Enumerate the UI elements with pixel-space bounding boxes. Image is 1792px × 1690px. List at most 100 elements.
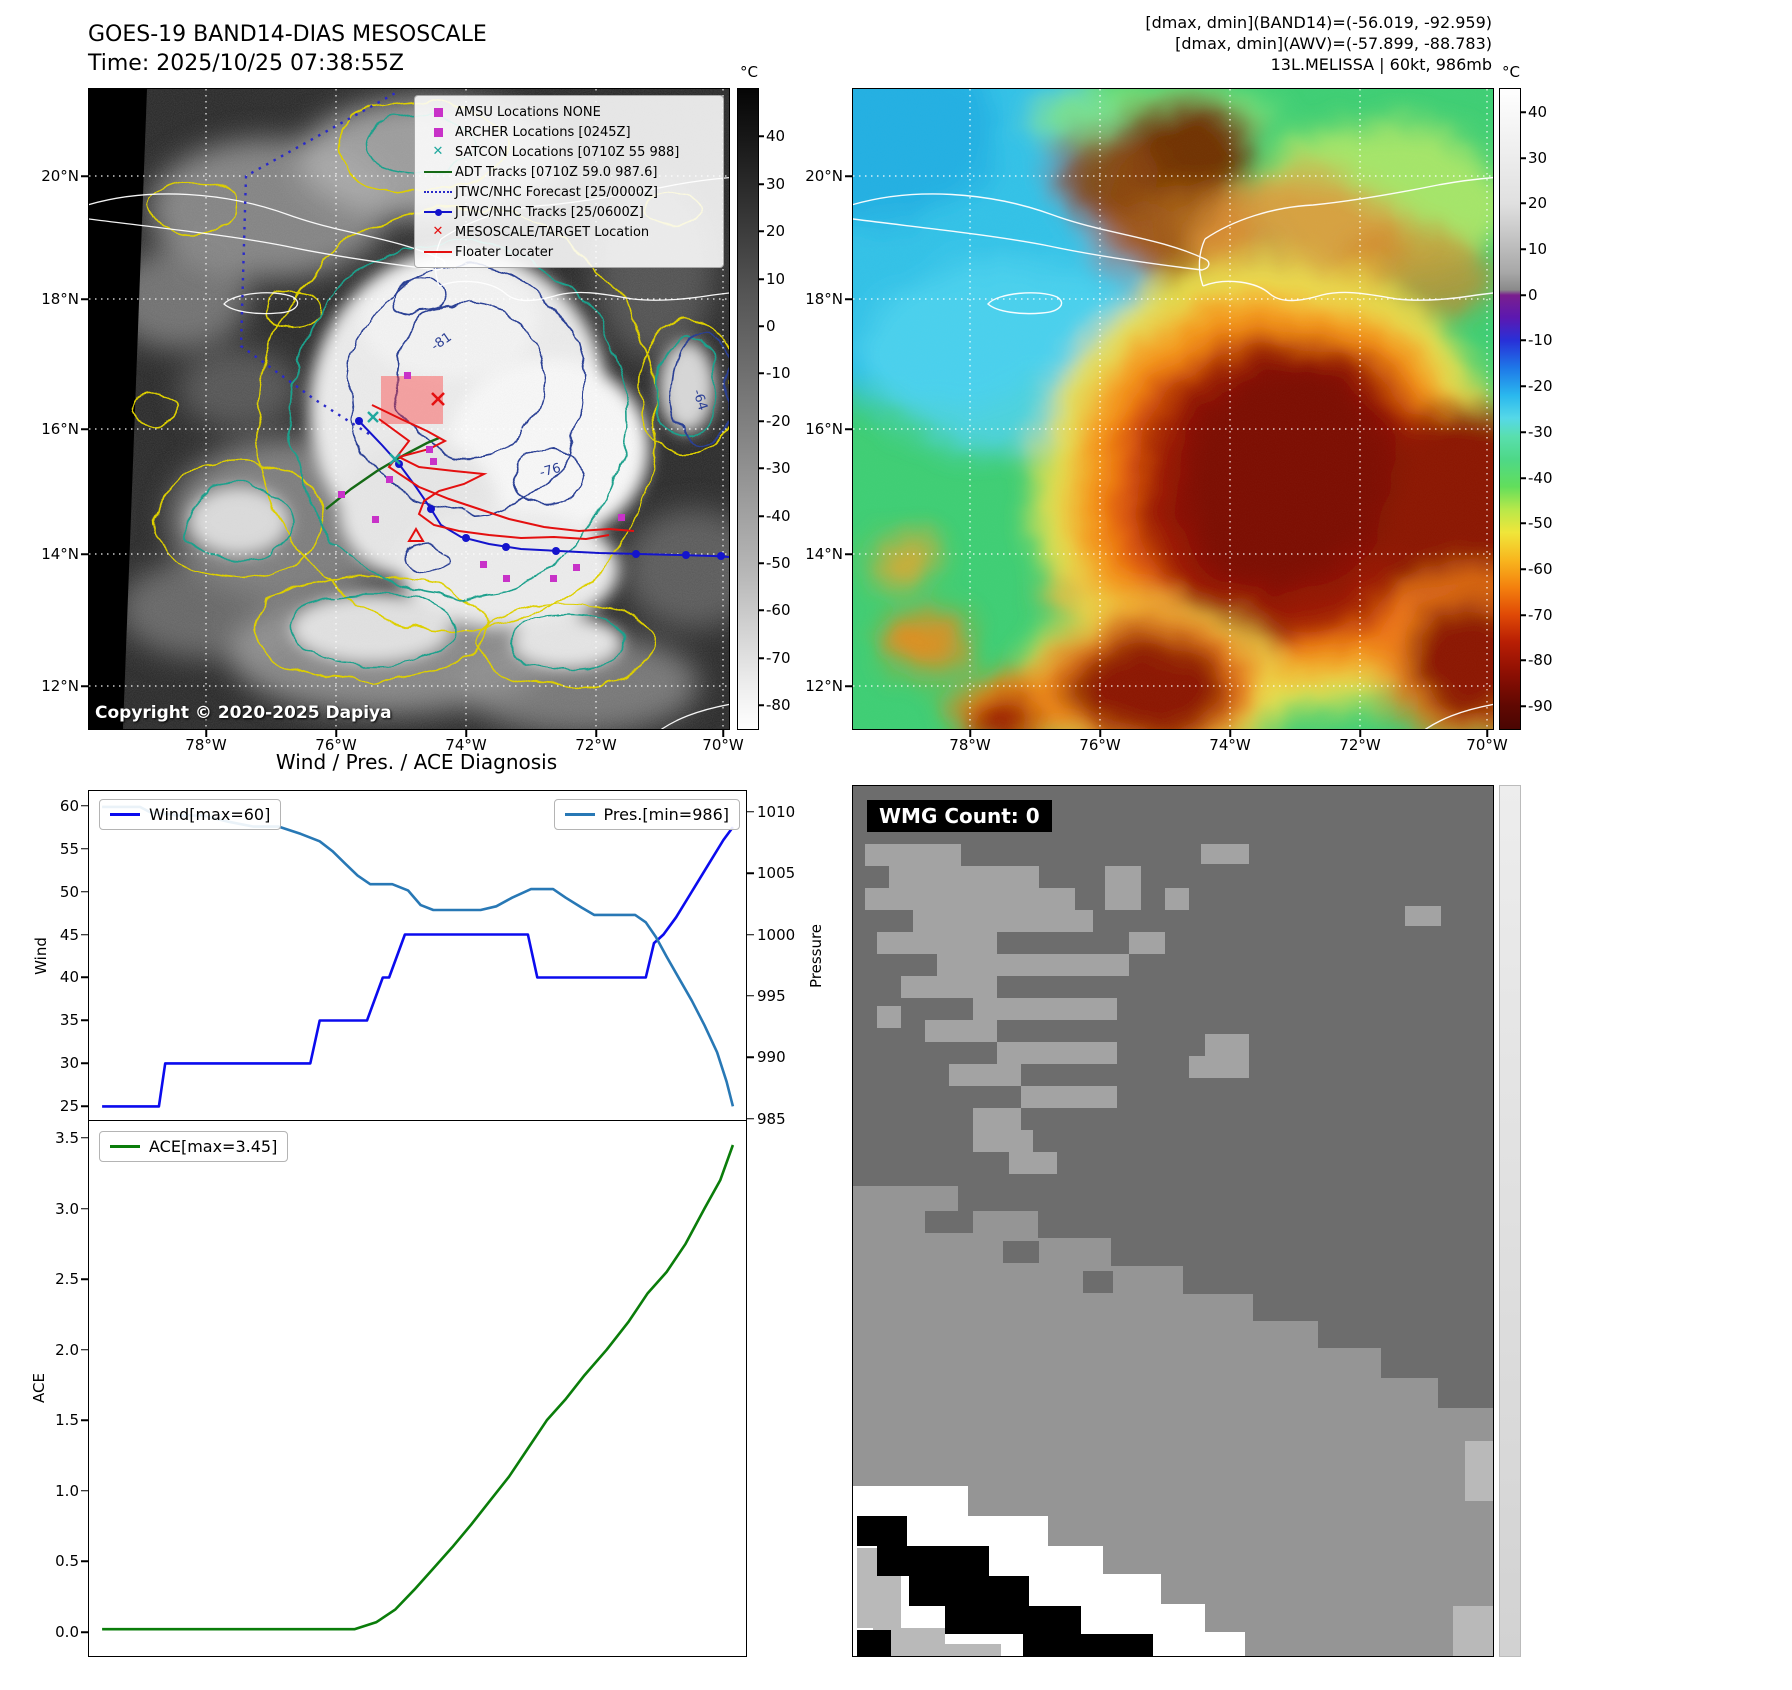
dot-marker-icon <box>435 208 442 216</box>
legend-label: JTWC/NHC Forecast [25/0000Z] <box>455 184 658 200</box>
colorbar-tick-mark <box>1520 111 1526 113</box>
lat-tick-label: 20°N <box>805 167 843 185</box>
colorbar-tick-mark <box>758 562 764 564</box>
colorbar-tick-label: -80 <box>1528 651 1553 669</box>
y-tick-label-right: 1000 <box>757 925 796 944</box>
colorbar-tick-label: -40 <box>766 507 791 525</box>
legend-marker <box>421 208 455 216</box>
lat-tick-mark <box>81 685 88 687</box>
x-marker-icon: ✕ <box>432 224 444 239</box>
dmax-awv: [dmax, dmin](AWV)=(-57.899, -88.783) <box>1175 34 1492 53</box>
dmax-band14: [dmax, dmin](BAND14)=(-56.019, -92.959) <box>1145 13 1492 32</box>
y-tick-mark-right <box>747 1117 754 1120</box>
copyright-text: Copyright © 2020-2025 Dapiya <box>95 703 392 723</box>
colorbar-tick-mark <box>758 135 764 137</box>
stats-block: [dmax, dmin](BAND14)=(-56.019, -92.959) … <box>952 12 1492 75</box>
y-tick-mark-left <box>81 1631 88 1633</box>
awv-colorbar: °C 40 30 20 10 0 -10 -20 -30 -40 -50 -60 -70 -80 -90 <box>1499 63 1553 730</box>
lon-tick-mark <box>1486 730 1488 737</box>
lon-tick-label: 78°W <box>185 736 227 754</box>
y-tick-mark-right <box>747 995 754 997</box>
svg-text:-76: -76 <box>538 461 562 481</box>
y-tick-mark-left <box>81 1207 88 1210</box>
series-line <box>102 826 734 1108</box>
lon-tick-mark <box>205 730 207 737</box>
wmg-side-strip <box>1499 785 1521 1657</box>
y-tick-mark-left <box>81 1137 88 1139</box>
legend-marker <box>421 251 455 253</box>
y-tick-label-right: 985 <box>757 1109 786 1128</box>
colorbar-tick-label: -60 <box>766 601 791 619</box>
diagnosis-chart-title: Wind / Pres. / ACE Diagnosis <box>275 750 558 774</box>
lon-tick-label: 76°W <box>1079 736 1121 754</box>
y-tick-label-left: 55 <box>59 839 79 858</box>
lon-tick-mark <box>595 730 597 737</box>
lat-tick-mark <box>81 298 88 300</box>
figure-title: GOES-19 BAND14-DIAS MESOSCALE <box>88 22 487 47</box>
colorbar-tick-label: -20 <box>766 412 791 430</box>
wind-pressure-chart: Wind[max=60] Pres.[min=986] Wind Pressur… <box>32 790 825 1128</box>
wmg-map-image <box>853 786 1493 1656</box>
lat-tick-mark <box>845 685 852 687</box>
colorbar-tick-mark <box>1520 659 1526 661</box>
wmg-light-speckles <box>865 844 1441 1174</box>
ace-line-sample <box>110 1145 140 1148</box>
y-tick-mark-left <box>81 976 88 979</box>
lon-tick-mark <box>1229 730 1231 737</box>
legend-row: Floater Locater <box>421 242 717 262</box>
colorbar-tick-label: 20 <box>766 222 786 240</box>
y-tick-mark-left <box>81 890 88 893</box>
awv-map-panel: 20°N 18°N 16°N 14°N 12°N 78°W 76°W 74°W 72°W 70°W <box>683 29 1571 774</box>
colorbar-tick-label: -30 <box>1528 423 1553 441</box>
ace-legend-label: ACE[max=3.45] <box>149 1137 278 1156</box>
colorbar-tick-mark <box>758 420 764 422</box>
colorbar-tick-label: -50 <box>1528 514 1553 532</box>
lon-tick-mark <box>969 730 971 737</box>
satcon-markers <box>367 411 401 465</box>
colorbar-tick-label: -40 <box>1528 469 1553 487</box>
scan-edge <box>89 89 147 729</box>
legend-row: ADT Tracks [0710Z 59.0 987.6] <box>421 162 717 182</box>
y-tick-label-left: 3.0 <box>55 1199 79 1218</box>
colorbar-tick-label: 30 <box>1528 149 1548 167</box>
wmg-silver-pixels <box>857 1441 1493 1656</box>
y-tick-label-left: 2.5 <box>55 1270 79 1289</box>
figure-title-block: GOES-19 BAND14-DIAS MESOSCALE Time: 2025… <box>88 20 487 78</box>
lat-tick-label: 12°N <box>805 677 843 695</box>
colorbar-tick-mark <box>1520 431 1526 433</box>
mesoscale-target-box <box>381 376 443 424</box>
colorbar-tick-mark <box>758 230 764 232</box>
pressure-line-sample <box>564 813 595 816</box>
colorbar-tick-label: -60 <box>1528 560 1553 578</box>
lat-tick-mark <box>845 428 852 430</box>
lat-tick-label: 20°N <box>41 167 79 185</box>
colorbar-tick-mark <box>1520 202 1526 204</box>
colorbar-tick-mark <box>1520 522 1526 524</box>
wind-legend-label: Wind[max=60] <box>149 805 271 824</box>
legend-label: ADT Tracks [0710Z 59.0 987.6] <box>455 164 658 180</box>
colorbar-tick-label: -70 <box>766 649 791 667</box>
colorbar-tick-label: 40 <box>1528 103 1548 121</box>
lon-tick-mark <box>1359 730 1361 737</box>
wmg-dark-speckles <box>925 1211 1113 1293</box>
lat-tick-mark <box>845 175 852 177</box>
y-tick-mark-left <box>81 1019 88 1022</box>
goes-band14-map-panel: -81 -76 -64 AMSU Locations NONE ARCHER Lo… <box>41 88 764 754</box>
lon-tick-mark <box>465 730 467 737</box>
line-marker-icon <box>424 171 452 173</box>
line-marker-icon <box>424 208 452 216</box>
colorbar-tick-label: 0 <box>766 317 776 335</box>
y-tick-label-right: 995 <box>757 986 786 1005</box>
pressure-axis-label: Pressure <box>807 923 825 989</box>
legend-row: ✕ SATCON Locations [0710Z 55 988] <box>421 142 717 162</box>
awv-grain <box>853 89 1493 729</box>
lat-tick-mark <box>81 175 88 177</box>
series-line <box>102 805 735 1107</box>
colorbar-tick-mark <box>1520 477 1526 479</box>
y-tick-label-left: 60 <box>59 796 79 815</box>
ace-plot <box>102 1144 735 1631</box>
mesoscale-target-x <box>431 392 445 406</box>
map-legend: AMSU Locations NONE ARCHER Locations [024… <box>414 95 724 268</box>
ace-axis-label: ACE <box>30 1373 48 1403</box>
y-tick-label-left: 2.0 <box>55 1340 79 1359</box>
